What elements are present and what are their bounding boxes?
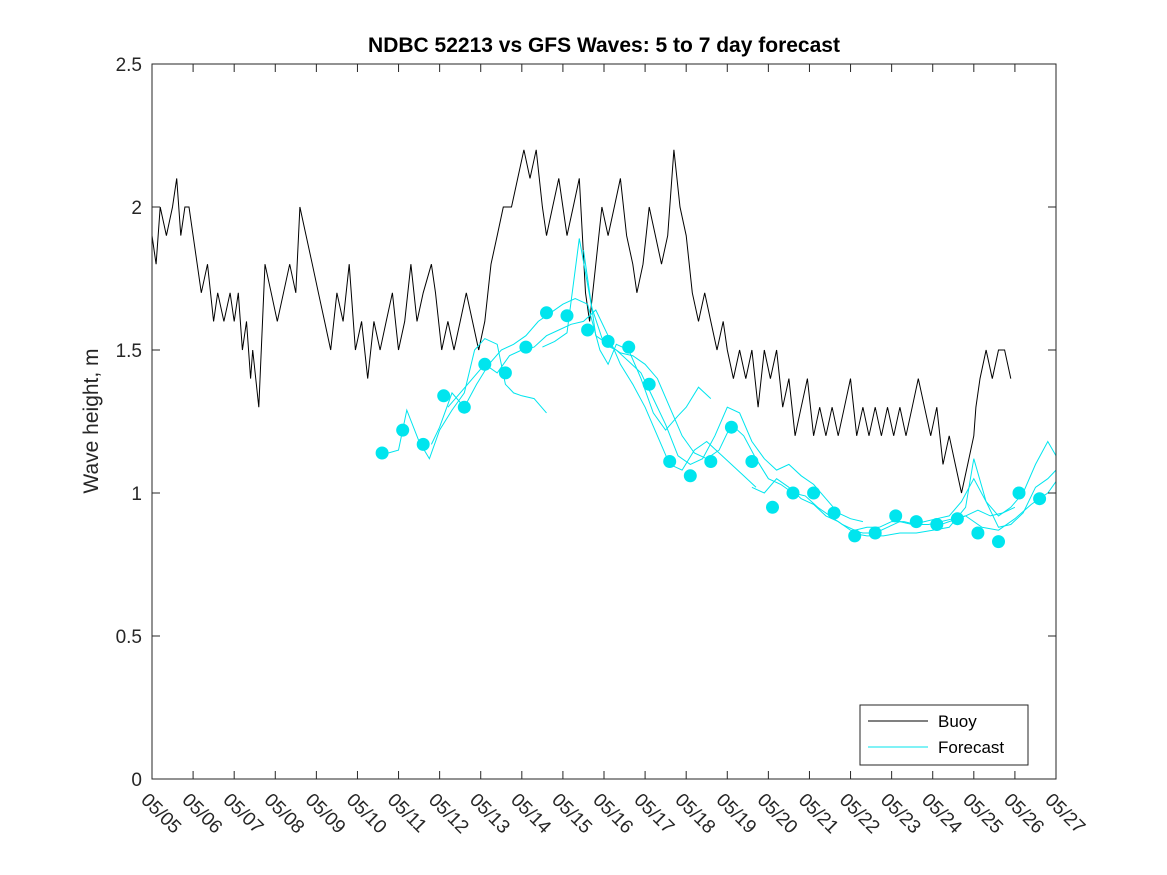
legend: Buoy Forecast (859, 704, 1029, 766)
y-tick-label: 2 (131, 198, 142, 219)
forecast-point (375, 446, 389, 460)
x-tick-label: 05/24 (917, 790, 966, 839)
y-tick-label: 0 (131, 770, 142, 791)
y-axis-label: Wave height, m (80, 348, 103, 493)
y-tick-label: 1.5 (116, 341, 142, 362)
x-tick-label: 05/09 (301, 790, 349, 838)
forecast-point (478, 357, 492, 371)
forecast-point (437, 389, 451, 403)
x-tick-label: 05/08 (260, 790, 308, 838)
forecast-point (683, 469, 697, 483)
forecast-point (1012, 486, 1026, 500)
forecast-point (396, 423, 410, 437)
y-tick-label: 0.5 (116, 627, 142, 648)
series-line-forecast-run-1 (430, 297, 712, 445)
series-line-buoy (151, 149, 1012, 494)
x-tick-label: 05/07 (219, 790, 267, 838)
x-tick-label: 05/13 (465, 790, 513, 838)
x-tick-label: 05/12 (424, 790, 472, 838)
forecast-point (971, 526, 985, 540)
forecast-point (416, 437, 430, 451)
forecast-point (889, 509, 903, 523)
forecast-point (868, 526, 882, 540)
forecast-point (601, 334, 615, 348)
forecast-point (1033, 492, 1047, 506)
forecast-point (950, 512, 964, 526)
forecast-point (642, 377, 656, 391)
chart-title: NDBC 52213 vs GFS Waves: 5 to 7 day fore… (368, 34, 840, 57)
forecast-point (704, 455, 718, 468)
forecast-point (457, 400, 471, 414)
x-tick-label: 05/14 (506, 790, 555, 839)
y-tick-label: 1 (131, 484, 142, 505)
series-line-forecast-run-5 (751, 440, 1057, 534)
x-tick-label: 05/11 (383, 790, 430, 837)
x-tick-label: 05/05 (136, 790, 184, 838)
x-tick-label: 05/19 (712, 790, 760, 838)
forecast-point (807, 486, 821, 500)
x-tick-label: 05/27 (1040, 790, 1088, 838)
forecast-point (786, 486, 800, 500)
forecast-point (827, 506, 841, 520)
forecast-point (766, 500, 779, 514)
forecast-point (745, 455, 759, 468)
x-tick-label: 05/23 (876, 790, 924, 838)
legend-buoy-label: Buoy (938, 712, 977, 731)
x-tick-label: 05/10 (342, 790, 390, 838)
x-tick-label: 05/22 (835, 790, 883, 838)
forecast-point (498, 366, 512, 380)
forecast-point (663, 455, 677, 468)
x-tick-label: 05/20 (753, 790, 801, 838)
forecast-point (848, 529, 862, 543)
legend-box (859, 704, 1029, 766)
forecast-point (581, 323, 595, 337)
series-line-forecast-run-3 (542, 238, 864, 523)
x-tick-label: 05/26 (999, 790, 1047, 838)
x-tick-label: 05/17 (630, 790, 678, 838)
forecast-point (519, 340, 533, 354)
x-tick-label: 05/16 (588, 790, 636, 838)
x-tick-label: 05/06 (178, 790, 226, 838)
series-layer (151, 149, 1057, 549)
x-tick-label: 05/18 (671, 790, 719, 838)
plot-background (152, 64, 1056, 779)
forecast-point (540, 306, 553, 320)
y-tick-label: 2.5 (116, 55, 142, 76)
forecast-point (909, 515, 923, 529)
x-tick-label: 05/21 (794, 790, 842, 838)
series-line-forecast-run-6 (850, 458, 1057, 537)
forecast-point (724, 420, 738, 434)
series-line-forecast-run-0 (388, 337, 547, 460)
legend-forecast-label: Forecast (938, 738, 1004, 757)
forecast-point (992, 535, 1005, 549)
forecast-point (622, 340, 636, 354)
forecast-point (930, 518, 944, 531)
series-line-forecast-run-2 (447, 309, 757, 488)
x-tick-label: 05/15 (547, 790, 595, 838)
forecast-point (560, 309, 574, 323)
x-tick-label: 05/25 (958, 790, 1006, 838)
